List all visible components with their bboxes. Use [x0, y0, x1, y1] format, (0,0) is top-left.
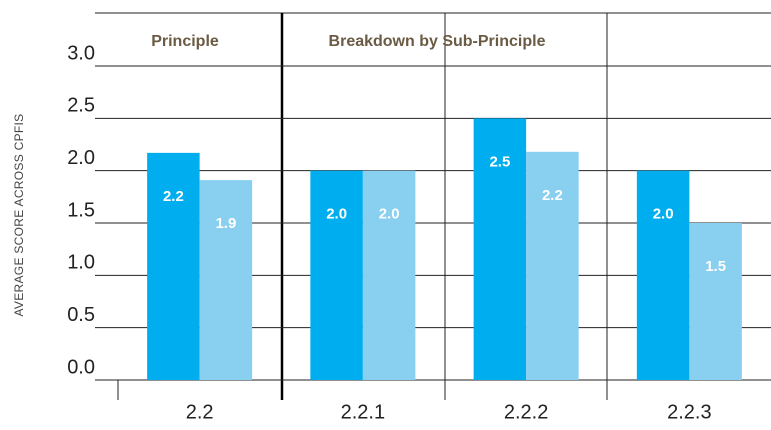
- y-tick-label: 2.0: [67, 147, 95, 169]
- bar: [636, 170, 690, 380]
- y-axis-title: AVERAGE SCORE ACROSS CPFIS: [12, 114, 26, 317]
- data-label: 1.9: [215, 215, 236, 232]
- data-label: 1.5: [705, 258, 726, 275]
- x-tick-label: 2.2.3: [667, 401, 711, 423]
- bar: [526, 151, 579, 380]
- y-tick-label: 0.0: [67, 356, 95, 378]
- bar: [362, 170, 416, 380]
- y-tick-label: 3.0: [67, 42, 95, 64]
- x-tick-label: 2.2.1: [341, 401, 385, 423]
- x-tick-label: 2.2: [186, 401, 214, 423]
- y-tick-label: 1.0: [67, 252, 95, 274]
- section-label: Breakdown by Sub-Principle: [329, 33, 546, 50]
- x-tick-label: 2.2.2: [504, 401, 548, 423]
- bar: [473, 118, 527, 380]
- data-label: 2.2: [163, 188, 184, 205]
- data-label: 2.0: [326, 206, 347, 223]
- data-label: 2.0: [653, 206, 674, 223]
- bar: [310, 170, 363, 380]
- y-tick-label: 0.5: [67, 304, 95, 326]
- bar: [147, 152, 200, 380]
- data-label: 2.0: [379, 206, 400, 223]
- data-label: 2.2: [542, 187, 563, 204]
- y-tick-label: 1.5: [67, 199, 95, 221]
- bar: [689, 223, 742, 380]
- section-label: Principle: [151, 33, 219, 50]
- data-label: 2.5: [489, 153, 510, 170]
- y-tick-label: 2.5: [67, 95, 95, 117]
- bar: [199, 180, 253, 380]
